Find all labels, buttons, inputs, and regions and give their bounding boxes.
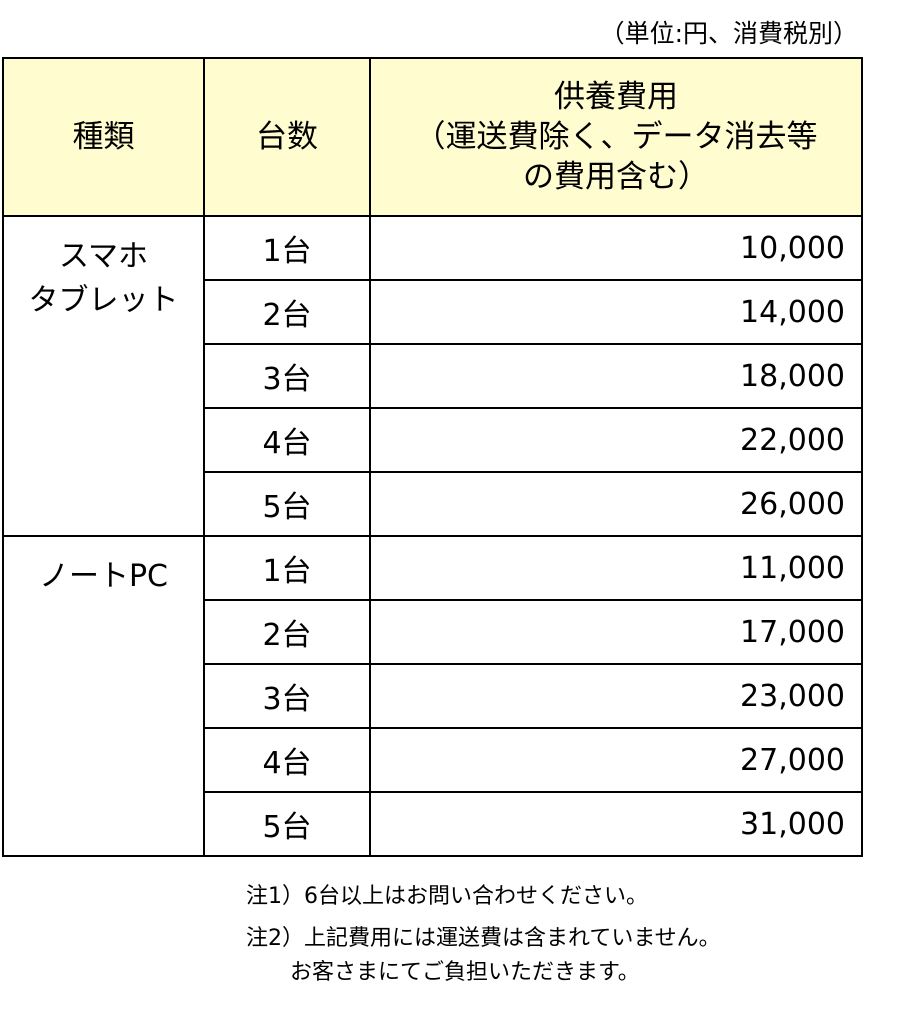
category-line1: ノートPC (38, 559, 169, 594)
category-line1: スマホ (58, 239, 149, 274)
cost-cell: 23,000 (369, 663, 863, 729)
cost-cell: 14,000 (369, 279, 863, 345)
note-2-line1: 注2）上記費用には運送費は含まれていません。 (246, 926, 721, 951)
table-row: 2台 14,000 (3, 279, 863, 345)
table-row: 3台 18,000 (3, 343, 863, 409)
note-2-line2: お客さまにてご負担いただきます。 (246, 960, 640, 985)
table-row: ノートPC 1台 11,000 (2, 535, 863, 857)
count-cell: 2台 (203, 279, 371, 345)
price-table: 種類 台数 供養費用 （運送費除く、データ消去等 の費用含む） スマホ タブレッ… (2, 57, 863, 857)
count-cell: 4台 (203, 727, 371, 793)
table-row: 3台 23,000 (3, 663, 863, 729)
category-cell: スマホ タブレット (2, 215, 205, 537)
cost-cell: 22,000 (369, 407, 863, 473)
header-row: 種類 台数 供養費用 （運送費除く、データ消去等 の費用含む） (2, 57, 863, 217)
cost-cell: 17,000 (369, 599, 863, 665)
cost-cell: 26,000 (369, 471, 863, 537)
count-cell: 3台 (203, 343, 371, 409)
count-cell: 1台 (203, 535, 371, 601)
header-cost-line2: （運送費除く、データ消去等 (414, 119, 818, 155)
notes: 注1）6台以上はお問い合わせください。 注2）上記費用には運送費は含まれていませ… (246, 880, 721, 990)
unit-note: （単位:円、消費税別） (599, 19, 858, 48)
category-line2: タブレット (28, 283, 179, 318)
table-row: 4台 22,000 (3, 407, 863, 473)
table-row: 2台 17,000 (3, 599, 863, 665)
cost-cell: 18,000 (369, 343, 863, 409)
count-cell: 5台 (203, 471, 371, 537)
cost-cell: 31,000 (369, 791, 863, 857)
count-cell: 3台 (203, 663, 371, 729)
header-cost-line1: 供養費用 (554, 79, 678, 115)
category-cell: ノートPC (2, 535, 205, 857)
cost-cell: 11,000 (369, 535, 863, 601)
count-cell: 1台 (203, 215, 371, 281)
cost-cell: 10,000 (369, 215, 863, 281)
header-type: 種類 (2, 57, 205, 217)
table-row: 5台 26,000 (3, 471, 863, 537)
count-cell: 4台 (203, 407, 371, 473)
table-row: スマホ タブレット 1台 10,000 (2, 215, 863, 537)
header-count: 台数 (203, 57, 371, 217)
count-cell: 5台 (203, 791, 371, 857)
header-cost: 供養費用 （運送費除く、データ消去等 の費用含む） (369, 57, 863, 217)
table-row: 5台 31,000 (3, 791, 863, 857)
count-cell: 2台 (203, 599, 371, 665)
header-cost-line3: の費用含む） (523, 159, 709, 195)
cost-cell: 27,000 (369, 727, 863, 793)
note-1: 注1）6台以上はお問い合わせください。 (246, 884, 648, 909)
table-row: 4台 27,000 (3, 727, 863, 793)
